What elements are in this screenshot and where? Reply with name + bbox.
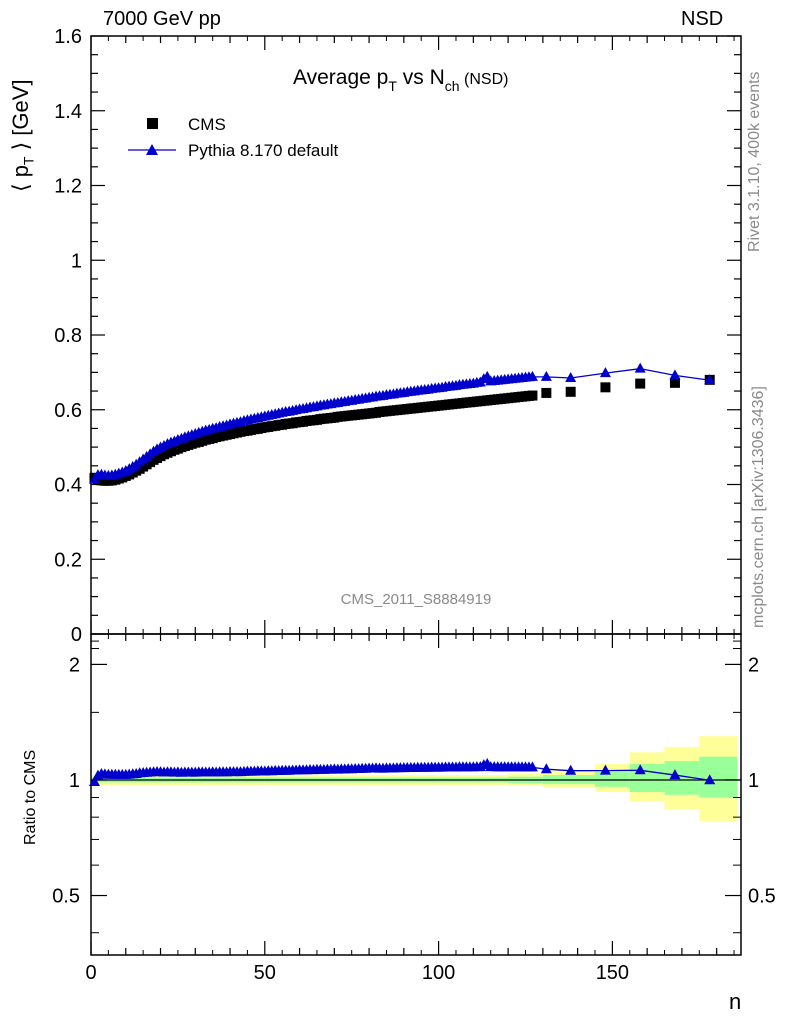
title-main: Average p	[293, 66, 388, 89]
pythia-point-131	[669, 369, 681, 380]
legend-pythia-marker	[146, 144, 158, 155]
plot-title: Average pT vs Nch (NSD)	[293, 66, 508, 94]
process-label: NSD	[681, 8, 724, 30]
legend-cms-marker	[147, 118, 158, 129]
cms-point-131	[669, 377, 680, 388]
ratio-point-130	[634, 764, 646, 775]
ratio-y-axis-label: Ratio to CMS	[22, 749, 39, 845]
ratio-point-129	[599, 764, 611, 775]
ratio-y-tick-label-l-1: 1	[69, 770, 80, 792]
pythia-point-132	[704, 374, 716, 385]
top-y-tick-label-1: 1	[71, 250, 82, 272]
pythia-point-127	[540, 370, 552, 381]
cms-point-128	[565, 386, 576, 397]
cms-point-129	[600, 382, 611, 393]
ratio-point-131	[669, 769, 681, 780]
ratio-point-128	[565, 764, 577, 775]
ratio-point-132	[704, 774, 716, 785]
top-y-tick-label-1.4: 1.4	[54, 101, 82, 123]
ratio-y-tick-label-l-0: 0.5	[52, 886, 80, 908]
x-tick-label-100: 100	[422, 962, 455, 984]
top-y-label-sub: T	[20, 156, 37, 166]
top-y-tick-label-0.2: 0.2	[54, 549, 82, 571]
mcplots-label: mcplots.cern.ch [arXiv:1306.3436]	[750, 386, 767, 628]
x-tick-label-0: 0	[85, 962, 96, 984]
top-y-label-post: ⟩ [GeV]	[8, 79, 33, 157]
top-y-tick-label-0.4: 0.4	[54, 475, 82, 497]
ratio-panel-frame	[90, 633, 742, 956]
x-axis-label: n	[729, 989, 742, 1014]
ratio-point-126	[526, 761, 538, 772]
legend-pythia-label: Pythia 8.170 default	[188, 141, 339, 160]
top-y-axis-label: ⟨ pT ⟩ [GeV]	[8, 79, 36, 192]
ratio-point-0	[88, 775, 100, 786]
top-y-tick-label-1.2: 1.2	[54, 176, 82, 198]
band-inner-15	[595, 771, 630, 787]
rivet-label: Rivet 3.1.10, 400k events	[746, 71, 763, 252]
top-y-tick-label-0: 0	[71, 624, 82, 646]
pythia-point-128	[565, 371, 577, 382]
title-vs: vs N	[397, 66, 445, 89]
energy-label: 7000 GeV pp	[103, 8, 221, 30]
top-y-tick-label-1.6: 1.6	[54, 26, 82, 48]
ratio-y-tick-label-r-2: 2	[748, 654, 759, 676]
top-y-tick-label-0.6: 0.6	[54, 400, 82, 422]
title-tag: (NSD)	[460, 71, 509, 88]
pythia-line	[93, 367, 710, 481]
ratio-uncertainty-bands	[91, 736, 738, 822]
ratio-y-tick-label-r-0: 0.5	[748, 886, 776, 908]
pythia-point-126	[526, 370, 538, 381]
analysis-id: CMS_2011_S8884919	[341, 591, 492, 608]
title-sub-ch: ch	[445, 78, 460, 94]
cms-point-126	[527, 390, 538, 401]
ratio-y-tick-label-l-2: 2	[69, 654, 80, 676]
cms-point-130	[635, 378, 646, 389]
cms-point-127	[541, 387, 552, 398]
top-y-tick-label-0.8: 0.8	[54, 325, 82, 347]
band-inner-18	[699, 756, 738, 798]
axes: 0 50 100 150 0 0.2 0.4 0.6 0.8 1 1.2 1.4 1.6 0.5 0.5 1 1…	[52, 26, 776, 984]
ratio-point-127	[540, 763, 552, 774]
legend-cms-label: CMS	[188, 115, 226, 134]
data-series	[88, 362, 716, 786]
legend: CMS Pythia 8.170 default	[128, 115, 339, 160]
pythia-point-130	[634, 362, 646, 373]
pythia-point-129	[599, 367, 611, 378]
top-y-label-pre: ⟨ p	[8, 165, 33, 192]
ratio-y-tick-label-r-1: 1	[748, 770, 759, 792]
x-tick-label-50: 50	[254, 962, 276, 984]
title-sub-t: T	[388, 78, 397, 94]
band-inner-16	[629, 764, 665, 793]
x-tick-label-150: 150	[596, 962, 629, 984]
